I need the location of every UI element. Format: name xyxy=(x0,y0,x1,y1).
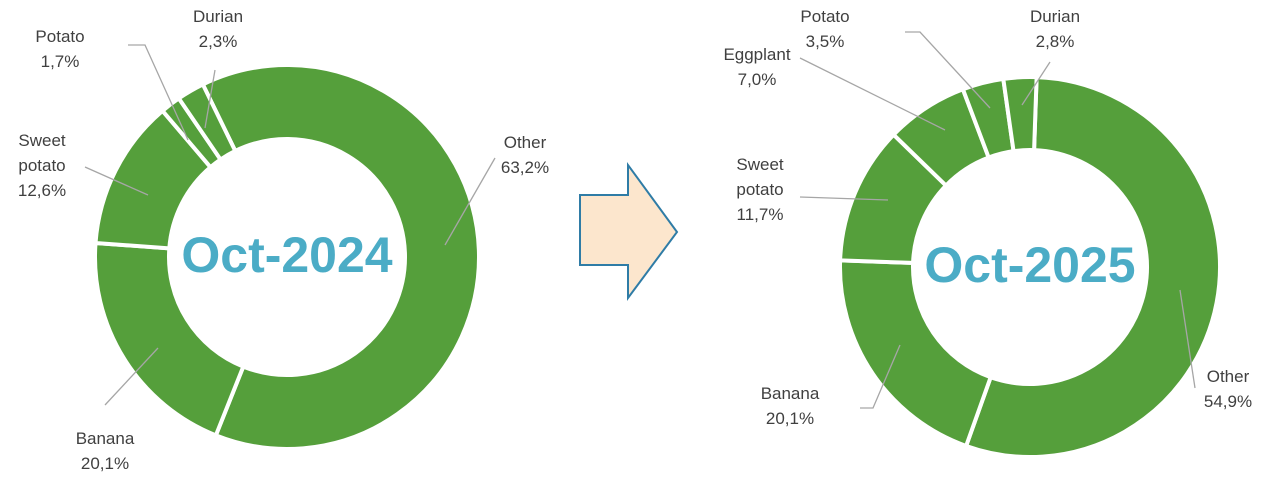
center-title: Oct-2024 xyxy=(181,227,392,283)
leader-line xyxy=(1179,289,1196,389)
donut-slice xyxy=(176,81,238,163)
data-label: Sweet potato 12,6% xyxy=(2,128,82,203)
label-value: 11,7% xyxy=(736,205,784,224)
donut-slice xyxy=(963,75,1222,459)
leader-line xyxy=(799,196,889,201)
data-label: Banana 20,1% xyxy=(750,381,830,431)
data-label: Potato 1,7% xyxy=(20,24,100,74)
label-name: Sweet potato xyxy=(18,131,66,175)
label-value: 3,5% xyxy=(805,32,845,51)
leader-line xyxy=(905,31,991,109)
data-label: Sweet potato 11,7% xyxy=(720,152,800,227)
label-name: Other xyxy=(503,133,547,152)
label-name: Banana xyxy=(75,429,135,448)
arrow xyxy=(579,161,679,302)
label-value: 12,6% xyxy=(17,181,67,200)
label-value: 2,3% xyxy=(198,32,238,51)
label-name: Potato xyxy=(800,7,850,26)
label-value: 63,2% xyxy=(500,158,550,177)
label-value: 7,0% xyxy=(737,70,777,89)
label-name: Durian xyxy=(192,7,244,26)
data-label: Other 63,2% xyxy=(485,130,565,180)
center-title: Oct-2025 xyxy=(924,237,1135,293)
leader-line xyxy=(860,344,901,409)
leader-line xyxy=(1021,61,1051,106)
label-name: Sweet potato xyxy=(736,155,784,199)
label-name: Durian xyxy=(1029,7,1081,26)
donut-slice xyxy=(200,63,481,451)
label-value: 20,1% xyxy=(80,454,130,473)
data-label: Eggplant 7,0% xyxy=(717,42,797,92)
leader-line xyxy=(128,44,189,141)
data-label: Banana 20,1% xyxy=(65,426,145,476)
data-label: Durian 2,3% xyxy=(178,4,258,54)
label-value: 54,9% xyxy=(1203,392,1253,411)
label-name: Potato xyxy=(35,27,85,46)
data-label: Other 54,9% xyxy=(1188,364,1267,414)
label-value: 2,8% xyxy=(1035,32,1075,51)
leader-line xyxy=(799,57,946,131)
leader-line xyxy=(104,347,159,406)
label-value: 20,1% xyxy=(765,409,815,428)
data-label: Durian 2,8% xyxy=(1015,4,1095,54)
data-label: Potato 3,5% xyxy=(785,4,865,54)
leader-line xyxy=(84,166,149,196)
label-name: Other xyxy=(1206,367,1250,386)
label-name: Banana xyxy=(760,384,820,403)
label-name: Eggplant xyxy=(723,45,791,64)
label-value: 1,7% xyxy=(40,52,80,71)
leader-line xyxy=(444,157,496,246)
leader-line xyxy=(204,69,216,129)
donut-slice xyxy=(93,240,246,438)
